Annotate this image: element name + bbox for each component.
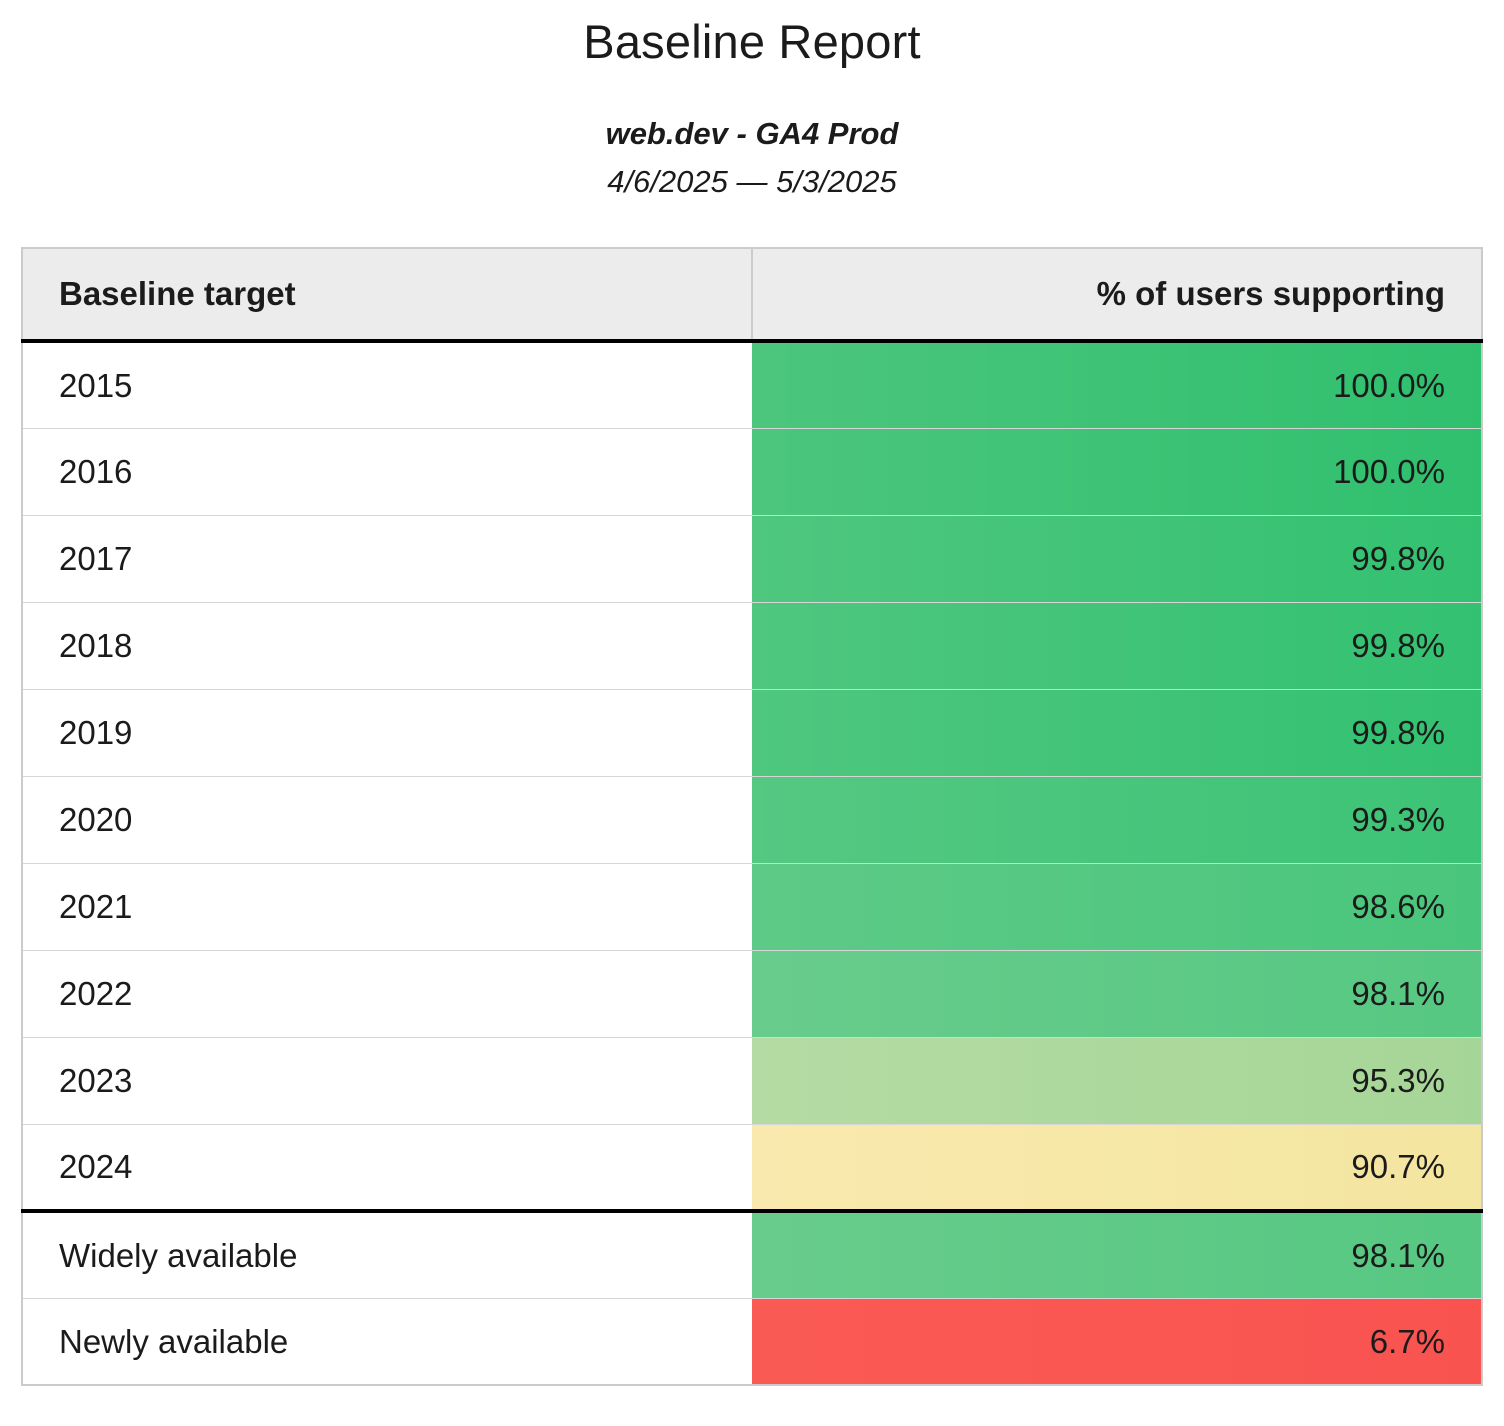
percent-supporting-cell: 98.1% <box>752 1209 1482 1299</box>
column-header-percent-users-supporting: % of users supporting <box>752 248 1482 344</box>
table-body: 2015 100.0% 2016 100.0% 2017 99.8% 2018 99.8% 20… <box>22 341 1482 1386</box>
baseline-target-cell: 2024 <box>22 1123 752 1212</box>
report-date-range: 4/6/2025 — 5/3/2025 <box>607 163 897 199</box>
table-header: Baseline target % of users supporting <box>22 248 1482 344</box>
table-header-row: Baseline target % of users supporting <box>22 248 1482 344</box>
table-row: 2016 100.0% <box>22 427 1482 516</box>
table-row: Newly available 6.7% <box>22 1297 1482 1386</box>
baseline-target-cell: 2015 <box>22 341 752 429</box>
percent-supporting-cell: 98.6% <box>752 862 1482 951</box>
percent-supporting-cell: 95.3% <box>752 1036 1482 1125</box>
baseline-target-cell: 2018 <box>22 601 752 690</box>
table-row: 2021 98.6% <box>22 862 1482 951</box>
baseline-target-cell: 2019 <box>22 688 752 777</box>
column-header-baseline-target: Baseline target <box>22 248 753 344</box>
percent-supporting-cell: 99.8% <box>752 601 1482 690</box>
percent-supporting-cell: 100.0% <box>752 427 1482 516</box>
baseline-table: Baseline target % of users supporting 20… <box>21 247 1483 1387</box>
table-row: 2022 98.1% <box>22 949 1482 1038</box>
baseline-target-cell: Widely available <box>22 1209 752 1299</box>
baseline-target-cell: 2020 <box>22 775 752 864</box>
percent-supporting-cell: 98.1% <box>752 949 1482 1038</box>
table-row: 2020 99.3% <box>22 775 1482 864</box>
percent-supporting-cell: 6.7% <box>752 1297 1482 1386</box>
table-row: Widely available 98.1% <box>22 1209 1482 1299</box>
percent-supporting-cell: 99.8% <box>752 514 1482 603</box>
baseline-target-cell: 2021 <box>22 862 752 951</box>
table-row: 2019 99.8% <box>22 688 1482 777</box>
percent-supporting-cell: 99.8% <box>752 688 1482 777</box>
report-source-label: web.dev - GA4 Prod <box>605 116 899 152</box>
table-row: 2018 99.8% <box>22 601 1482 690</box>
table-row: 2017 99.8% <box>22 514 1482 603</box>
baseline-target-cell: 2022 <box>22 949 752 1038</box>
baseline-target-cell: 2023 <box>22 1036 752 1125</box>
table-row: 2023 95.3% <box>22 1036 1482 1125</box>
table-row: 2015 100.0% <box>22 341 1482 429</box>
page-title: Baseline Report <box>583 15 921 68</box>
baseline-target-cell: 2016 <box>22 427 752 516</box>
baseline-target-cell: 2017 <box>22 514 752 603</box>
percent-supporting-cell: 99.3% <box>752 775 1482 864</box>
table-row: 2024 90.7% <box>22 1123 1482 1212</box>
baseline-target-cell: Newly available <box>22 1297 752 1386</box>
percent-supporting-cell: 100.0% <box>752 341 1482 429</box>
percent-supporting-cell: 90.7% <box>752 1123 1482 1212</box>
